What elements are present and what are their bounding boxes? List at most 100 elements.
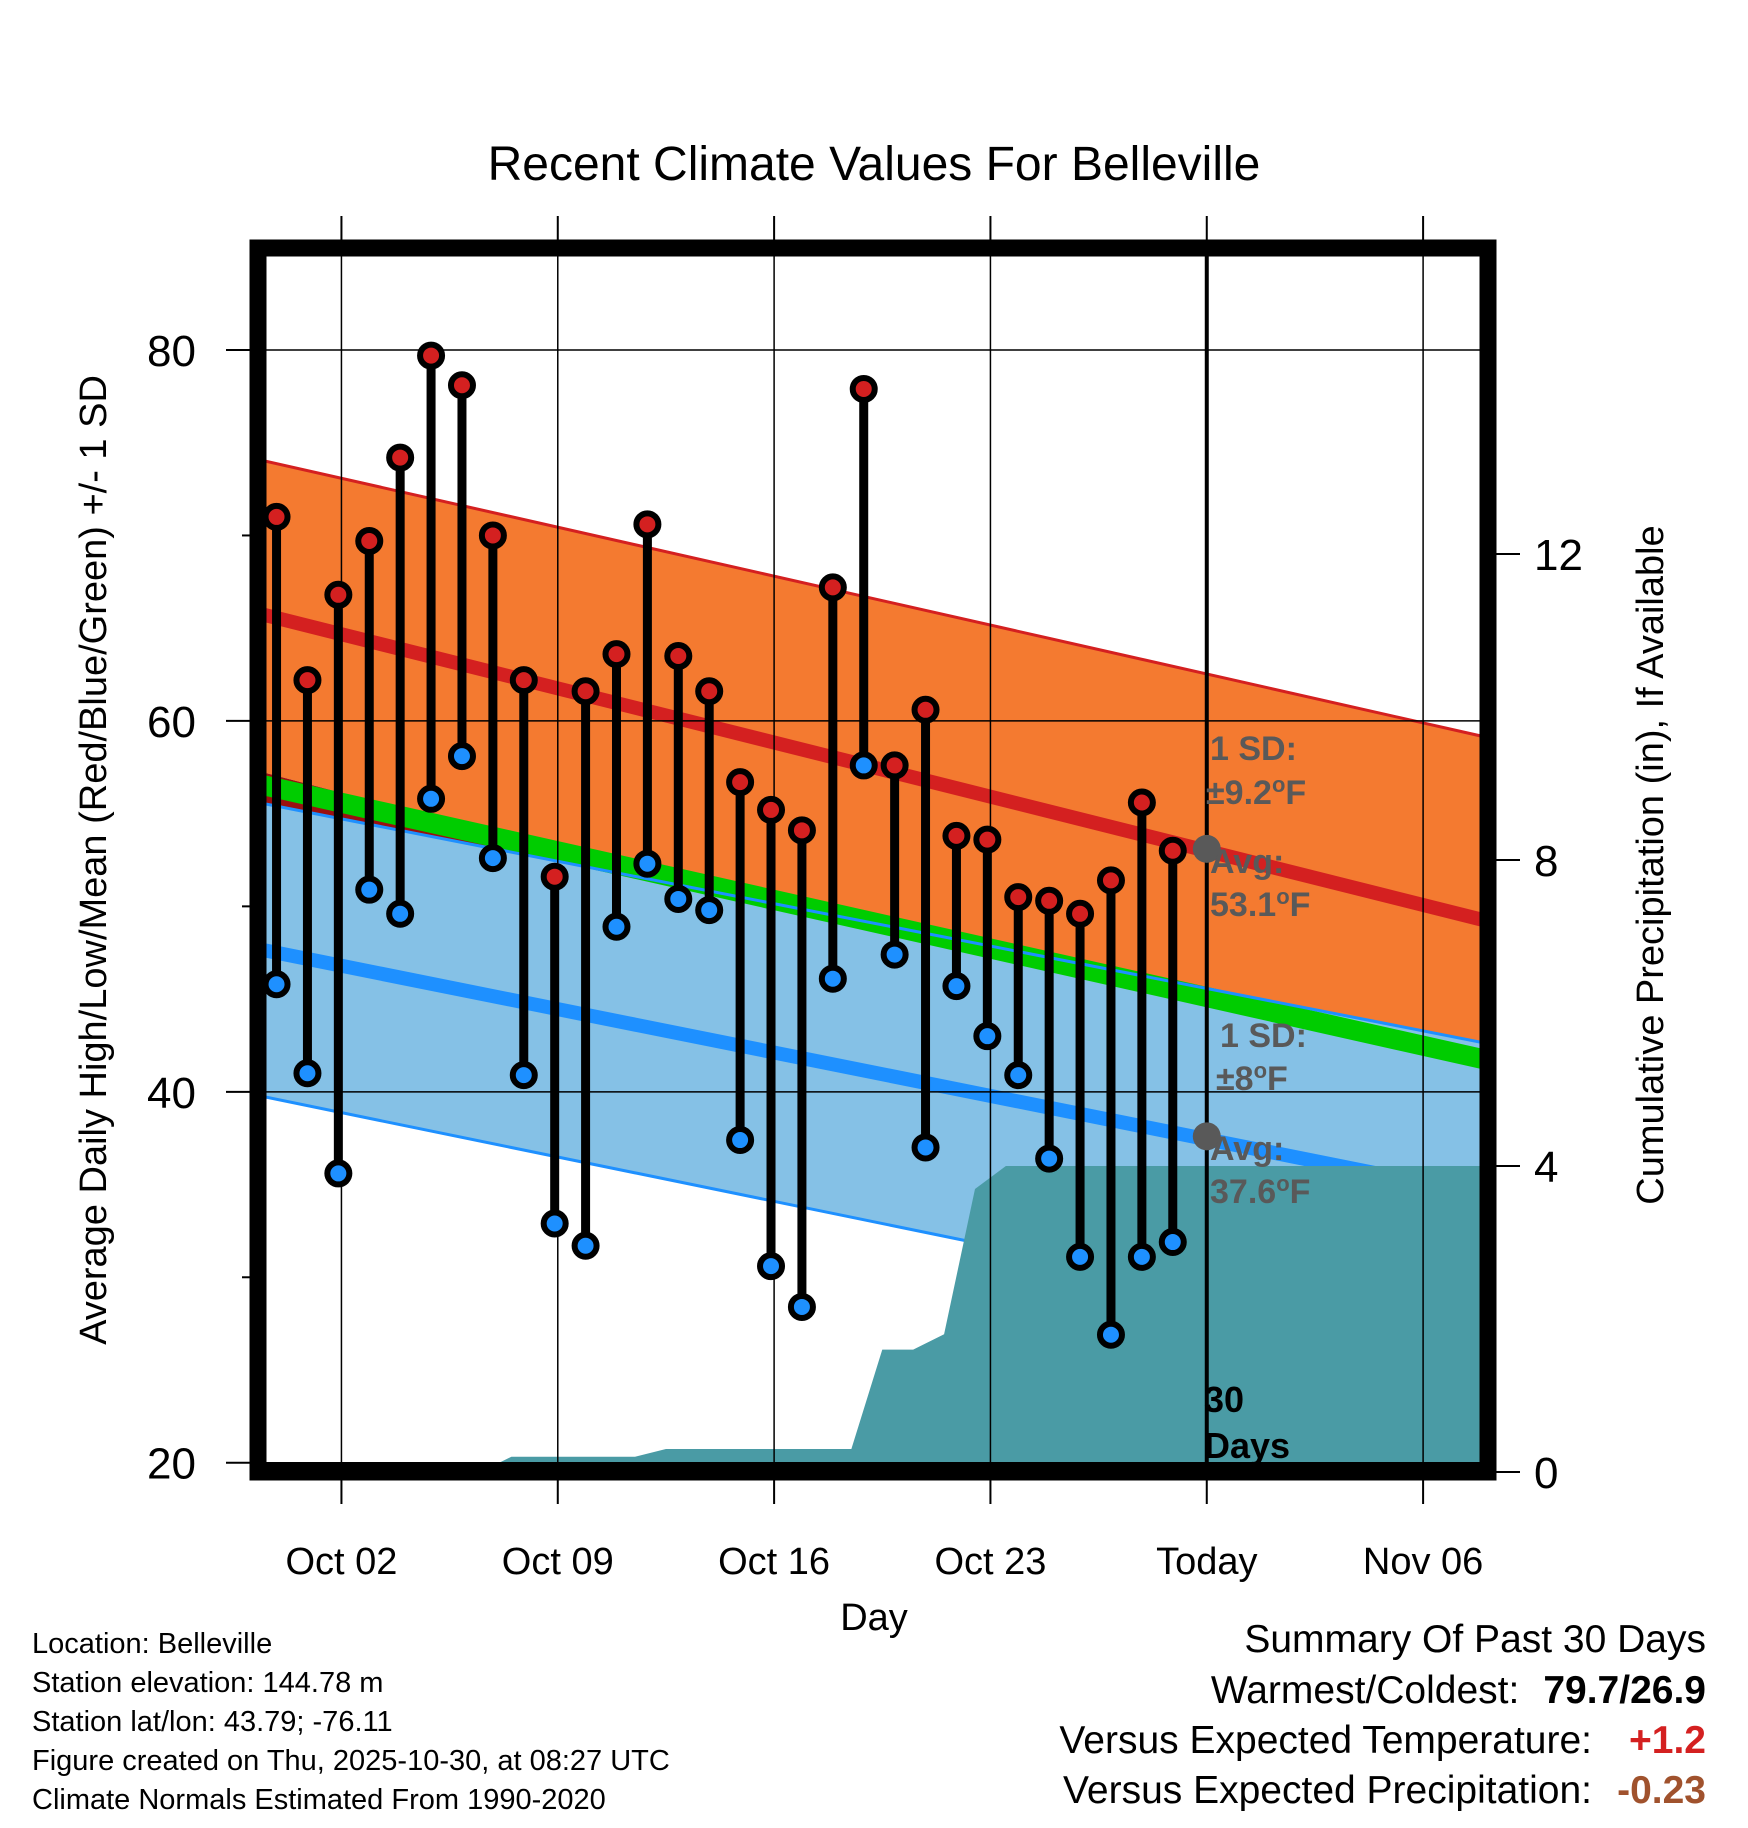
- daily-high-point: [880, 751, 909, 780]
- summary-title: Summary Of Past 30 Days: [1244, 1618, 1706, 1661]
- location-text: Location: Belleville: [32, 1628, 273, 1660]
- chart-title: Recent Climate Values For Belleville: [488, 138, 1261, 191]
- daily-high-point: [293, 666, 322, 695]
- daily-high-point: [262, 502, 291, 531]
- daily-low-point: [818, 964, 847, 993]
- warmest-coldest-label: Warmest/Coldest:: [1210, 1669, 1520, 1712]
- temp-anomaly-value: +1.2: [1629, 1719, 1706, 1762]
- x-tick-label: Oct 02: [285, 1541, 397, 1583]
- daily-low-point: [1158, 1228, 1187, 1257]
- daily-low-point: [1066, 1242, 1095, 1271]
- daily-high-point: [942, 821, 971, 850]
- daily-low-point: [633, 849, 662, 878]
- daily-low-point: [1096, 1320, 1125, 1349]
- daily-low-point: [1127, 1242, 1156, 1271]
- low-sd-value-unit: F: [1267, 1060, 1288, 1098]
- temp-anomaly-label: Versus Expected Temperature:: [1059, 1719, 1592, 1762]
- daily-low-point: [540, 1209, 569, 1238]
- daily-high-point: [726, 768, 755, 797]
- low-sd-label: 1 SD:: [1220, 1017, 1307, 1055]
- summary-panel: Summary Of Past 30 Days Warmest/Coldest:…: [1059, 1614, 1706, 1816]
- daily-high-point: [1127, 788, 1156, 817]
- daily-low-point: [911, 1133, 940, 1162]
- high-avg-value-degree: o: [1276, 884, 1289, 909]
- daily-low-point: [355, 875, 384, 904]
- low-sd-value-degree: o: [1254, 1058, 1267, 1083]
- y-axis-label-left: Average Daily High/Low/Mean (Red/Blue/Gr…: [73, 375, 115, 1345]
- precip-anomaly-label: Versus Expected Precipitation:: [1063, 1769, 1592, 1812]
- daily-low-point: [293, 1059, 322, 1088]
- daily-low-point: [571, 1231, 600, 1260]
- daily-low-point: [324, 1159, 353, 1188]
- high-avg-value: 53.1oF: [1210, 884, 1310, 924]
- daily-high-point: [757, 795, 786, 824]
- daily-high-point: [849, 374, 878, 403]
- daily-low-point: [849, 751, 878, 780]
- low-avg-value: 37.6oF: [1210, 1171, 1310, 1211]
- x-tick-label: Today: [1156, 1541, 1257, 1583]
- x-tick-label: Oct 09: [502, 1541, 614, 1583]
- high-sd-value-degree: o: [1272, 772, 1285, 797]
- daily-high-point: [602, 640, 631, 669]
- daily-high-point: [973, 825, 1002, 854]
- daily-low-point: [478, 844, 507, 873]
- low-plus-sd-line: [258, 801, 1488, 1046]
- daily-low-point: [509, 1061, 538, 1090]
- daily-high-point: [633, 510, 662, 539]
- temp-anomaly-row: Versus Expected Temperature: +1.2: [1059, 1716, 1706, 1766]
- y-left-tick-label: 20: [147, 1440, 196, 1489]
- daily-low-point: [695, 896, 724, 925]
- axes: 20 40 60 80 0 4 8 12 Oct 02 Oct 09 Oct 16 Oct 23 Tod…: [147, 216, 1583, 1583]
- daily-low-point: [602, 912, 631, 941]
- y-right-tick-label: 0: [1534, 1449, 1558, 1498]
- high-avg-value-unit: F: [1290, 886, 1311, 924]
- daily-low-point: [787, 1292, 816, 1321]
- elevation-text: Station elevation: 144.78 m: [32, 1667, 384, 1699]
- daily-high-point: [787, 816, 816, 845]
- normals-text: Climate Normals Estimated From 1990-2020: [32, 1784, 606, 1816]
- daily-high-point: [509, 666, 538, 695]
- daily-high-point: [1035, 886, 1064, 915]
- daily-low-point: [1035, 1144, 1064, 1173]
- y-left-tick-label: 80: [147, 327, 196, 376]
- daily-low-point: [417, 784, 446, 813]
- daily-high-point: [911, 695, 940, 724]
- low-avg-value-degree: o: [1276, 1171, 1289, 1196]
- high-sd-value-unit: F: [1285, 774, 1306, 812]
- y-right-tick-label: 12: [1534, 531, 1583, 580]
- daily-low-point: [726, 1126, 755, 1155]
- daily-high-point: [695, 677, 724, 706]
- station-metadata: Location: Belleville Station elevation: …: [32, 1625, 670, 1820]
- precip-anomaly-value: -0.23: [1617, 1769, 1706, 1812]
- daily-high-point: [1004, 883, 1033, 912]
- normal-low-line: [258, 942, 1488, 1203]
- daily-low-point: [664, 884, 693, 913]
- daily-high-point: [417, 341, 446, 370]
- x-axis-label: Day: [840, 1597, 908, 1639]
- low-avg-today-marker: [1192, 1122, 1221, 1151]
- low-avg-value-number: 37.6: [1210, 1173, 1276, 1211]
- x-tick-label: Nov 06: [1363, 1541, 1483, 1583]
- high-sd-label: 1 SD:: [1210, 730, 1297, 768]
- daily-high-point: [386, 443, 415, 472]
- y-right-tick-label: 4: [1534, 1143, 1558, 1192]
- today-days-count: 30: [1204, 1379, 1244, 1420]
- daily-high-point: [571, 677, 600, 706]
- low-sd-value-number: ±8: [1216, 1060, 1254, 1098]
- y-left-tick-label: 60: [147, 698, 196, 747]
- daily-low-point: [942, 972, 971, 1001]
- daily-high-point: [1096, 866, 1125, 895]
- daily-low-point: [1004, 1061, 1033, 1090]
- daily-low-point: [757, 1252, 786, 1281]
- daily-high-point: [664, 642, 693, 670]
- daily-high-point: [478, 521, 507, 550]
- daily-low-point: [973, 1022, 1002, 1051]
- daily-low-point: [447, 742, 476, 771]
- daily-high-point: [818, 573, 847, 602]
- today-days-word: Days: [1204, 1425, 1290, 1466]
- low-avg-value-unit: F: [1290, 1173, 1311, 1211]
- low-avg-label: Avg:: [1210, 1130, 1284, 1168]
- x-tick-label: Oct 23: [934, 1541, 1046, 1583]
